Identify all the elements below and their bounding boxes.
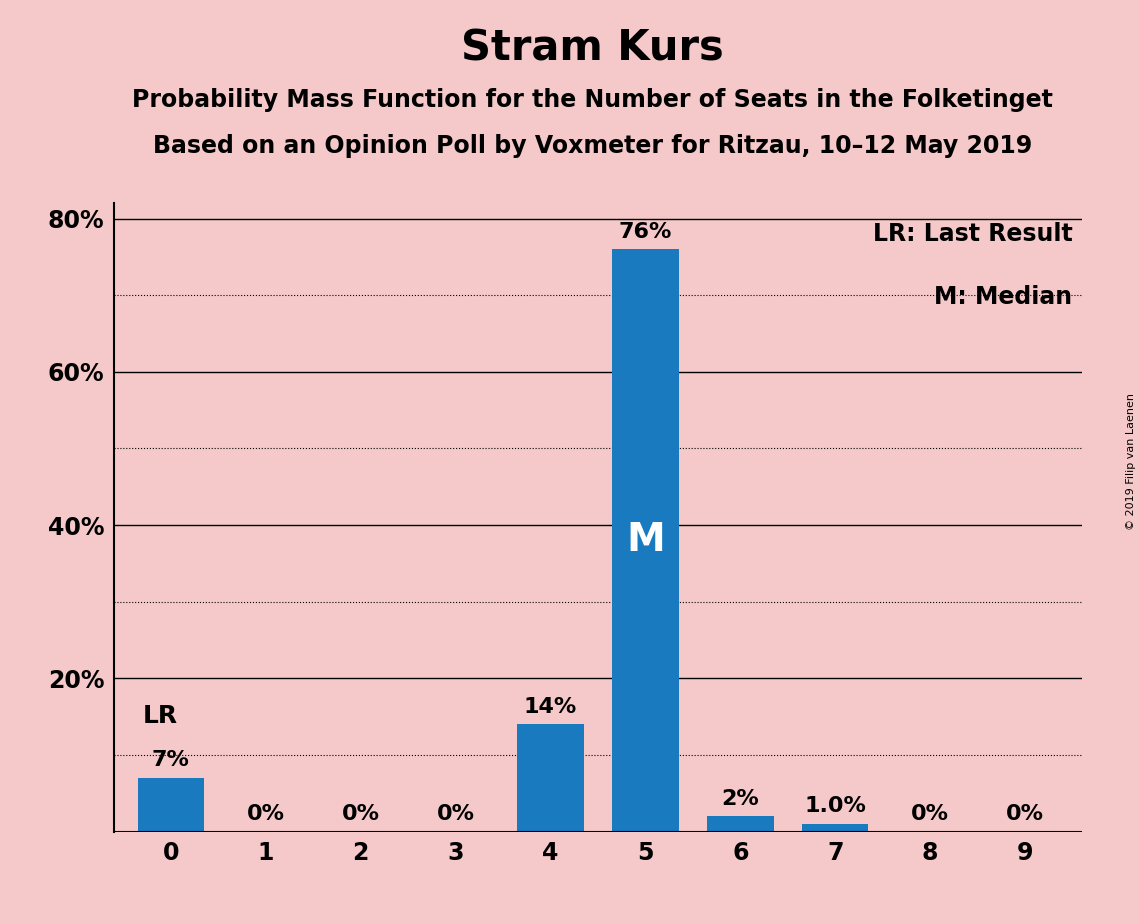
Text: M: M [626, 521, 665, 559]
Text: LR: LR [142, 704, 178, 728]
Bar [613, 249, 679, 832]
Bar [138, 778, 204, 832]
Bar [707, 816, 773, 832]
Text: 76%: 76% [618, 222, 672, 241]
Text: 0%: 0% [436, 804, 475, 824]
Text: 1.0%: 1.0% [804, 796, 866, 816]
Text: © 2019 Filip van Laenen: © 2019 Filip van Laenen [1126, 394, 1136, 530]
Text: M: Median: M: Median [934, 285, 1073, 309]
Text: 0%: 0% [911, 804, 949, 824]
Text: Stram Kurs: Stram Kurs [461, 28, 723, 69]
Bar [517, 724, 583, 832]
Text: 2%: 2% [721, 788, 760, 808]
Text: 14%: 14% [524, 697, 577, 717]
Text: LR: Last Result: LR: Last Result [872, 222, 1073, 246]
Text: 7%: 7% [151, 750, 190, 771]
Text: Based on an Opinion Poll by Voxmeter for Ritzau, 10–12 May 2019: Based on an Opinion Poll by Voxmeter for… [153, 134, 1032, 158]
Text: 0%: 0% [1006, 804, 1044, 824]
Text: 0%: 0% [247, 804, 285, 824]
Text: Probability Mass Function for the Number of Seats in the Folketinget: Probability Mass Function for the Number… [132, 88, 1052, 112]
Bar [802, 824, 869, 832]
Text: 0%: 0% [342, 804, 379, 824]
